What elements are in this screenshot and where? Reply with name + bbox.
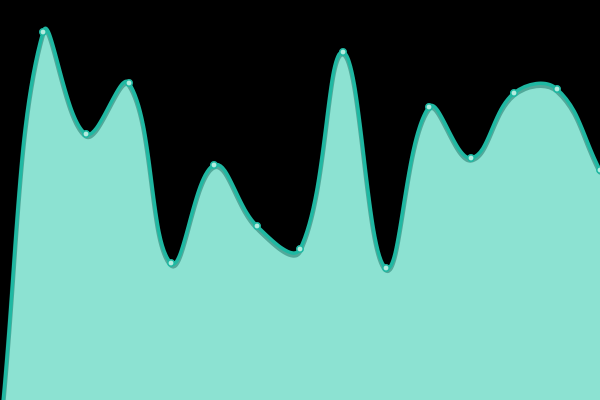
area-fill: [3, 28, 600, 400]
data-point-marker[interactable]: [552, 85, 561, 94]
data-point-marker[interactable]: [167, 258, 176, 267]
data-point-marker[interactable]: [125, 79, 134, 88]
data-point-marker[interactable]: [295, 245, 304, 254]
data-point-marker[interactable]: [509, 89, 518, 98]
data-point-marker[interactable]: [466, 154, 475, 163]
data-point-marker[interactable]: [381, 263, 390, 272]
data-point-marker[interactable]: [38, 27, 47, 36]
data-point-marker[interactable]: [424, 103, 433, 112]
data-point-marker[interactable]: [82, 130, 91, 139]
data-point-marker[interactable]: [210, 161, 219, 170]
data-point-marker[interactable]: [253, 222, 262, 231]
data-point-marker[interactable]: [338, 47, 347, 56]
